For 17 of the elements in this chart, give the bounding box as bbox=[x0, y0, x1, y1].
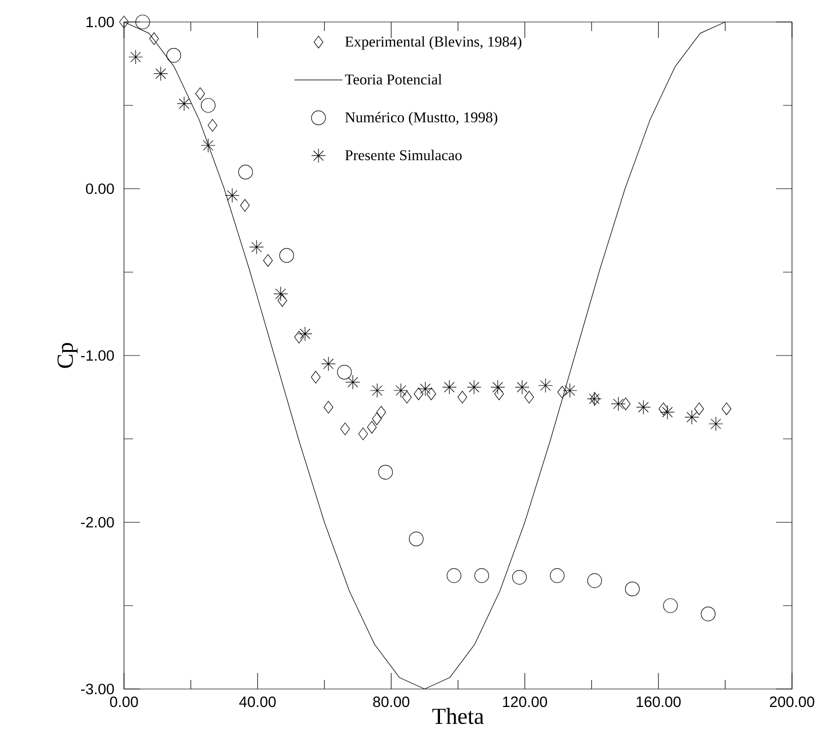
x-tick-label: 0.00 bbox=[110, 696, 138, 708]
x-tick-label: 160.00 bbox=[636, 696, 681, 708]
y-tick-label: 0.00 bbox=[86, 183, 114, 194]
x-tick-label: 80.00 bbox=[373, 696, 410, 708]
legend-label: Experimental (Blevins, 1984) bbox=[345, 36, 522, 50]
y-axis-title: Cp bbox=[58, 343, 78, 368]
y-tick-label: -1.00 bbox=[81, 350, 114, 361]
y-tick-label: -2.00 bbox=[81, 516, 114, 528]
x-tick-label: 200.00 bbox=[770, 696, 814, 708]
x-tick-label: 120.00 bbox=[503, 696, 548, 708]
legend-label: Presente Simulacao bbox=[345, 150, 462, 160]
x-axis-title: Theta bbox=[432, 708, 484, 724]
y-tick-label: -3.00 bbox=[81, 684, 114, 694]
x-tick-label: 40.00 bbox=[239, 696, 276, 708]
y-tick-label: 1.00 bbox=[86, 16, 114, 28]
legend-label: Numérico (Mustto, 1998) bbox=[345, 112, 498, 126]
legend-label: Teoria Potencial bbox=[345, 74, 442, 85]
